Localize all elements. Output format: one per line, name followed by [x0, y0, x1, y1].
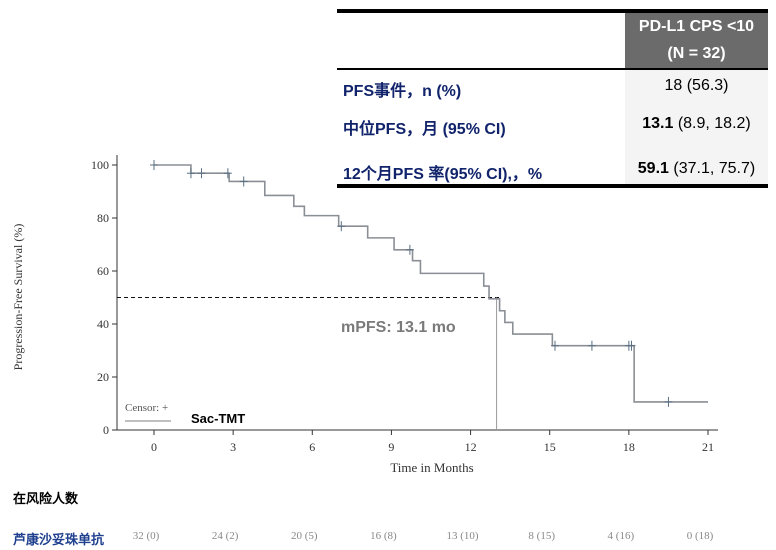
censor-mark: [150, 160, 158, 170]
risk-count: 24 (2): [211, 530, 239, 542]
table-header-cell: PD-L1 CPS <10 (N = 32): [625, 13, 768, 68]
y-tick-label: 80: [97, 211, 109, 225]
value-rest: 18 (56.3): [664, 77, 729, 94]
y-axis-label: Progression-Free Survival (%): [11, 224, 25, 371]
x-tick-label: 12: [465, 440, 477, 454]
risk-table-title: 在风险人数: [13, 491, 79, 506]
table-row-label-median: 中位PFS，月 (95% CI): [343, 121, 506, 138]
censor-mark: [197, 168, 206, 179]
legend-censor-label: Censor: +: [125, 402, 168, 414]
x-tick-label: 6: [309, 440, 315, 454]
table-row-label-events: PFS事件，n (%): [343, 83, 462, 100]
censor-mark: [223, 168, 232, 179]
risk-count: 16 (8): [370, 530, 397, 542]
km-chart: 0 20 40 60 80 100 0 3 6 9 12 15 18 21 Progression-Fre…: [11, 155, 718, 475]
risk-count: 4 (16): [607, 530, 635, 542]
risk-table-arm-label: 芦康沙妥珠单抗: [13, 532, 105, 547]
censor-mark: [337, 221, 346, 232]
y-tick-label: 100: [91, 158, 109, 172]
censor-mark: [186, 168, 195, 179]
value-rest: (37.1, 75.7): [668, 160, 756, 177]
value-bold: 13.1: [642, 115, 674, 132]
table-row-value-events: 18 (56.3): [625, 77, 768, 95]
x-tick-label: 3: [230, 440, 236, 454]
censor-mark: [550, 340, 559, 351]
x-tick-label: 0: [151, 440, 157, 454]
x-axis-label: Time in Months: [390, 460, 473, 475]
x-tick-label: 15: [544, 440, 556, 454]
censor-mark: [664, 396, 673, 407]
risk-count: 20 (5): [290, 530, 318, 542]
x-tick-label: 9: [388, 440, 394, 454]
table-top-rule: [337, 9, 768, 13]
axes: 0 20 40 60 80 100 0 3 6 9 12 15 18 21: [91, 155, 718, 454]
km-step-line: [154, 164, 708, 403]
censor-mark: [405, 244, 414, 255]
table-row-label-12mo-rate: 12个月PFS 率(95% CI),，%: [343, 166, 543, 183]
km-curve: [154, 164, 708, 403]
censor-mark: [239, 176, 248, 187]
median-label: mPFS: 13.1 mo: [341, 319, 456, 336]
x-tick-label: 18: [623, 440, 635, 454]
value-rest: (8.9, 18.2): [673, 115, 751, 132]
table-row-value-median: 13.1 (8.9, 18.2): [625, 115, 768, 133]
table-header-line2: (N = 32): [667, 45, 726, 62]
legend-series-label: Sac-TMT: [191, 411, 245, 426]
median-lines: [117, 297, 500, 430]
y-tick-label: 20: [97, 370, 109, 384]
y-tick-label: 0: [103, 423, 109, 437]
table-bottom-rule: [337, 184, 768, 188]
risk-count: 8 (15): [528, 530, 555, 542]
risk-count: 13 (10): [446, 530, 479, 542]
table-header-rule: [337, 68, 768, 70]
censor-mark: [587, 340, 596, 351]
y-tick-label: 60: [97, 264, 109, 278]
value-bold: 59.1: [637, 160, 669, 177]
risk-count: 0 (18): [686, 530, 714, 542]
y-tick-label: 40: [97, 317, 109, 331]
censor-mark: [627, 340, 636, 351]
risk-count: 32 (0): [132, 530, 160, 542]
table-row-value-12mo-rate: 59.1 (37.1, 75.7): [625, 160, 768, 178]
censor-marks: [150, 160, 673, 407]
table-value-column: [625, 70, 768, 184]
x-tick-label: 21: [702, 440, 714, 454]
table-header-line1: PD-L1 CPS <10: [638, 18, 755, 35]
